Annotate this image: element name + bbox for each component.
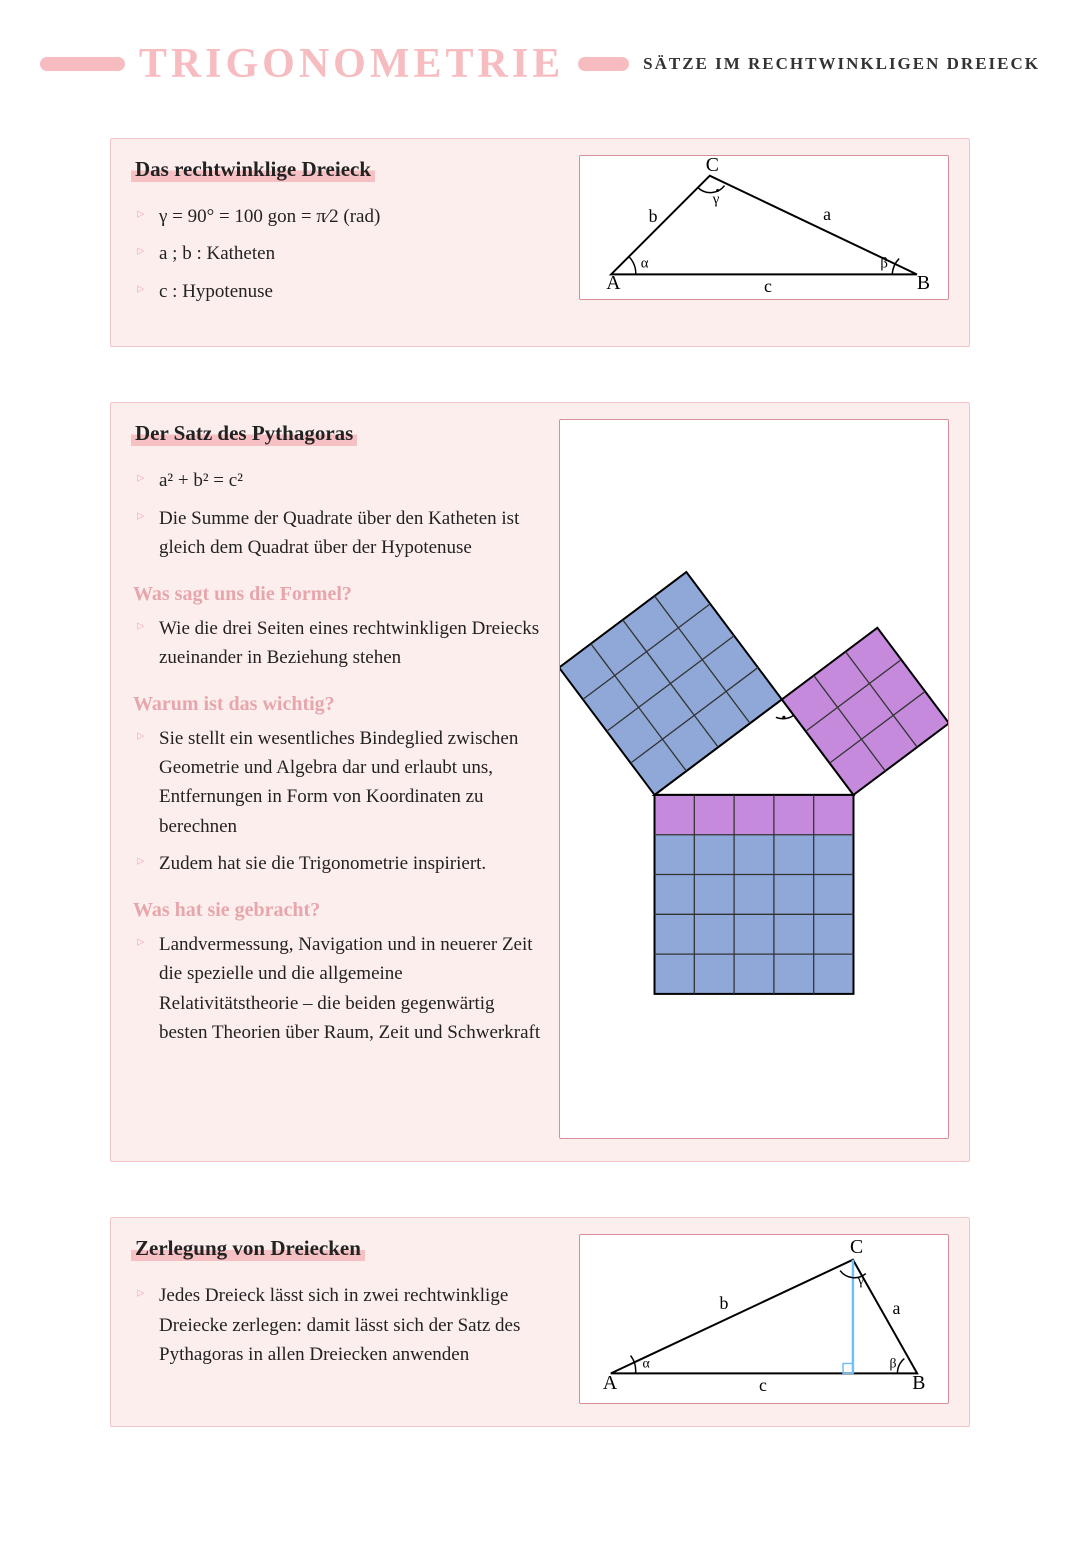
bullet: Wie die drei Seiten eines rechtwinkligen…: [137, 610, 543, 677]
bullet: Jedes Dreieck lässt sich in zwei rechtwi…: [137, 1277, 563, 1373]
section-right-triangle: Das rechtwinklige Dreieck γ = 90° = 100 …: [110, 138, 970, 347]
bullet-list: γ = 90° = 100 gon = π⁄2 (rad) a ; b : Ka…: [137, 198, 563, 310]
page-title: TRIGONOMETRIE: [139, 40, 564, 88]
bullet: Zudem hat sie die Trigonometrie inspirie…: [137, 845, 543, 882]
bullet-list: Wie die drei Seiten eines rechtwinkligen…: [137, 610, 543, 677]
svg-text:γ: γ: [857, 1273, 864, 1288]
svg-text:c: c: [759, 1375, 767, 1395]
bullet: Sie stellt ein wesentliches Bindeglied z…: [137, 720, 543, 846]
bullet-list: Sie stellt ein wesentliches Bindeglied z…: [137, 720, 543, 883]
bullet: γ = 90° = 100 gon = π⁄2 (rad): [137, 198, 563, 235]
bullet: c : Hypotenuse: [137, 273, 563, 310]
header-bar-left: [40, 57, 125, 71]
bullet: Die Summe der Quadrate über den Katheten…: [137, 500, 543, 567]
section-pythagoras-text: Der Satz des Pythagoras a² + b² = c² Die…: [131, 419, 543, 1139]
section-decomposition: Zerlegung von Dreiecken Jedes Dreieck lä…: [110, 1217, 970, 1427]
subheading: Warum ist das wichtig?: [133, 693, 543, 716]
svg-text:B: B: [917, 272, 930, 294]
bullet: a² + b² = c²: [137, 462, 543, 499]
svg-text:a: a: [892, 1298, 900, 1318]
section-title: Das rechtwinklige Dreieck: [131, 157, 375, 182]
diagram-triangle-altitude: A B C c b a α β γ: [579, 1234, 949, 1404]
page-header: TRIGONOMETRIE SÄTZE IM RECHTWINKLIGEN DR…: [40, 40, 1040, 88]
svg-text:b: b: [649, 206, 658, 226]
section-title: Der Satz des Pythagoras: [131, 421, 357, 446]
svg-text:α: α: [641, 255, 649, 271]
bullet-list: a² + b² = c² Die Summe der Quadrate über…: [137, 462, 543, 566]
svg-text:γ: γ: [712, 191, 720, 207]
section-right-triangle-text: Das rechtwinklige Dreieck γ = 90° = 100 …: [131, 155, 563, 324]
svg-text:C: C: [706, 156, 719, 176]
svg-text:β: β: [880, 255, 888, 271]
diagram-right-triangle: A B C c b a α β γ: [579, 155, 949, 300]
section-title: Zerlegung von Dreiecken: [131, 1236, 365, 1261]
subheading: Was hat sie gebracht?: [133, 899, 543, 922]
svg-text:b: b: [720, 1293, 729, 1313]
svg-text:c: c: [764, 276, 772, 296]
page-subtitle: SÄTZE IM RECHTWINKLIGEN DREIECK: [643, 54, 1040, 74]
bullet: a ; b : Katheten: [137, 235, 563, 272]
svg-text:A: A: [603, 1372, 618, 1394]
page: TRIGONOMETRIE SÄTZE IM RECHTWINKLIGEN DR…: [0, 0, 1080, 1542]
header-bar-right: [578, 57, 629, 71]
svg-text:A: A: [606, 272, 621, 294]
svg-text:a: a: [823, 204, 831, 224]
bullet-list: Landvermessung, Navigation und in neuere…: [137, 926, 543, 1052]
svg-text:C: C: [850, 1236, 863, 1258]
section-decomposition-text: Zerlegung von Dreiecken Jedes Dreieck lä…: [131, 1234, 563, 1404]
svg-text:β: β: [890, 1356, 897, 1371]
subheading: Was sagt uns die Formel?: [133, 583, 543, 606]
diagram-pythagoras-squares: [559, 419, 949, 1139]
bullet-list: Jedes Dreieck lässt sich in zwei rechtwi…: [137, 1277, 563, 1373]
svg-text:α: α: [642, 1356, 649, 1371]
svg-text:B: B: [912, 1372, 925, 1394]
section-pythagoras: Der Satz des Pythagoras a² + b² = c² Die…: [110, 402, 970, 1162]
bullet: Landvermessung, Navigation und in neuere…: [137, 926, 543, 1052]
